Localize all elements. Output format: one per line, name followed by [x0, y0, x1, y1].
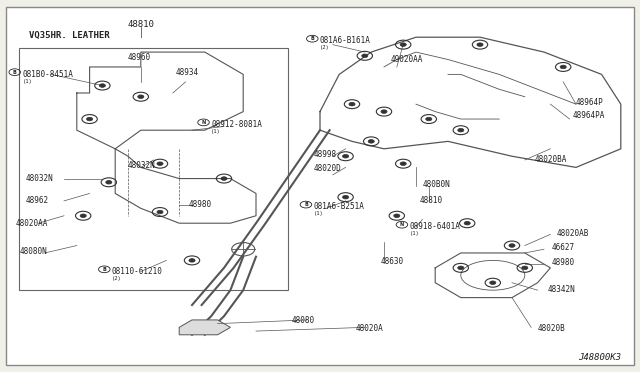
Polygon shape — [179, 320, 230, 335]
Text: B: B — [102, 267, 106, 272]
Text: N: N — [400, 222, 404, 227]
Text: 49020AA: 49020AA — [390, 55, 423, 64]
Circle shape — [221, 177, 227, 180]
Text: (1): (1) — [22, 78, 32, 84]
Text: 48980: 48980 — [189, 200, 212, 209]
Circle shape — [394, 214, 400, 218]
Circle shape — [138, 95, 144, 99]
Text: 48810: 48810 — [127, 20, 154, 29]
Text: N: N — [202, 120, 205, 125]
Circle shape — [342, 195, 349, 199]
Text: 48020AA: 48020AA — [16, 219, 49, 228]
Text: 48962: 48962 — [26, 196, 49, 205]
Circle shape — [342, 154, 349, 158]
Text: 48964PA: 48964PA — [573, 111, 605, 120]
Circle shape — [106, 180, 112, 184]
Text: 48998: 48998 — [314, 150, 337, 159]
Text: (2): (2) — [320, 45, 330, 50]
Text: 08912-8081A: 08912-8081A — [211, 120, 262, 129]
Text: 081B0-8451A: 081B0-8451A — [22, 70, 73, 79]
Text: 08110-61210: 08110-61210 — [112, 267, 163, 276]
Text: 48020A: 48020A — [355, 324, 383, 333]
Text: 48980: 48980 — [552, 258, 575, 267]
Circle shape — [400, 162, 406, 166]
Text: 081A6-B161A: 081A6-B161A — [320, 36, 371, 45]
Circle shape — [560, 65, 566, 69]
Text: B: B — [310, 36, 314, 41]
Text: (1): (1) — [211, 129, 221, 134]
Circle shape — [400, 43, 406, 46]
Circle shape — [426, 117, 432, 121]
Circle shape — [189, 259, 195, 262]
Circle shape — [157, 162, 163, 166]
Text: 48020B: 48020B — [538, 324, 565, 333]
Circle shape — [490, 281, 496, 285]
Circle shape — [464, 221, 470, 225]
Circle shape — [381, 110, 387, 113]
Text: 48342N: 48342N — [547, 285, 575, 294]
Text: VQ35HR. LEATHER: VQ35HR. LEATHER — [29, 31, 109, 40]
Text: B: B — [304, 202, 308, 207]
Text: 48810: 48810 — [419, 196, 442, 205]
Text: 46627: 46627 — [552, 243, 575, 252]
Text: 48964P: 48964P — [576, 98, 604, 107]
Text: B: B — [13, 70, 17, 75]
Circle shape — [477, 43, 483, 46]
Text: 48934: 48934 — [176, 68, 199, 77]
Circle shape — [509, 244, 515, 247]
Text: 48032N: 48032N — [128, 161, 156, 170]
Bar — [19, 48, 288, 290]
Circle shape — [80, 214, 86, 218]
Circle shape — [157, 210, 163, 214]
Circle shape — [349, 102, 355, 106]
Text: 48020BA: 48020BA — [534, 155, 567, 164]
Text: 48020AB: 48020AB — [557, 229, 589, 238]
Circle shape — [368, 140, 374, 143]
Text: J48800K3: J48800K3 — [578, 353, 621, 362]
Circle shape — [362, 54, 368, 58]
Text: (1): (1) — [314, 211, 323, 216]
FancyBboxPatch shape — [6, 7, 634, 365]
Circle shape — [86, 117, 93, 121]
Text: 48960: 48960 — [128, 53, 151, 62]
Text: (1): (1) — [410, 231, 419, 236]
Circle shape — [458, 128, 464, 132]
Text: 48032N: 48032N — [26, 174, 53, 183]
Circle shape — [522, 266, 528, 270]
Circle shape — [99, 84, 106, 87]
Text: 480B0N: 480B0N — [422, 180, 450, 189]
Text: 08918-6401A: 08918-6401A — [410, 222, 460, 231]
Text: 48080N: 48080N — [19, 247, 47, 256]
Text: (2): (2) — [112, 276, 122, 281]
Text: 081A6-B251A: 081A6-B251A — [314, 202, 364, 211]
Circle shape — [458, 266, 464, 270]
Text: 48020D: 48020D — [314, 164, 341, 173]
Text: 48630: 48630 — [381, 257, 404, 266]
Text: 48080: 48080 — [291, 316, 314, 325]
